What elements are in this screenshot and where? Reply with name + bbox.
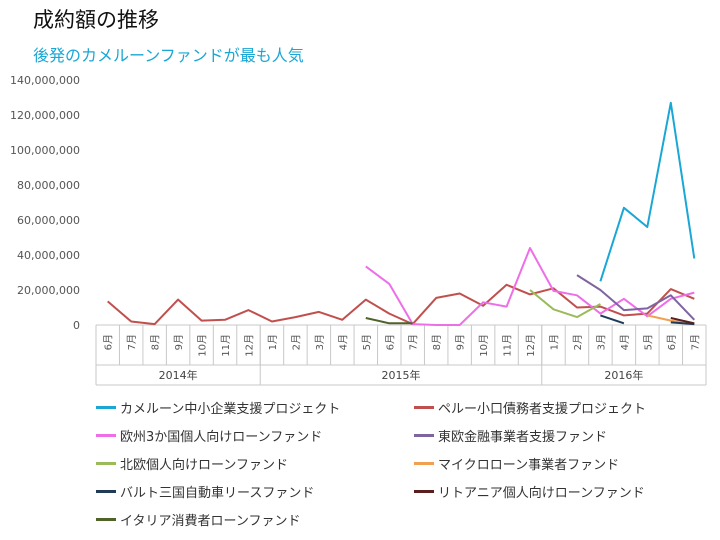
series-segment — [599, 101, 696, 282]
legend-swatch — [414, 462, 434, 465]
month-label: 1月 — [549, 334, 561, 350]
month-label: 11月 — [220, 334, 232, 357]
series-line — [529, 289, 601, 319]
legend-swatch — [96, 518, 116, 521]
series-segment — [600, 314, 625, 325]
y-tick-label: 60,000,000 — [17, 214, 80, 227]
legend-item: バルト三国自動車リースファンド — [96, 482, 314, 501]
chart-title: 成約額の推移 — [33, 8, 159, 32]
series-line — [576, 274, 696, 321]
legend-swatch — [96, 462, 116, 465]
y-tick-label: 80,000,000 — [17, 179, 80, 192]
legend-item: リトアニア個人向けローンファンド — [414, 482, 645, 501]
month-label: 7月 — [689, 334, 701, 350]
legend-label: ペルー小口債務者支援プロジェクト — [438, 402, 647, 417]
legend-item: イタリア消費者ローンファンド — [96, 510, 300, 529]
series-segment — [365, 247, 695, 326]
month-label: 1月 — [267, 334, 279, 350]
legend-label: 北欧個人向けローンファンド — [120, 458, 288, 473]
month-label: 3月 — [595, 334, 607, 350]
month-label: 9月 — [173, 334, 185, 350]
y-tick-label: 140,000,000 — [10, 74, 80, 87]
y-tick-label: 0 — [73, 319, 80, 332]
series-segment — [576, 274, 696, 321]
month-label: 5月 — [642, 334, 654, 350]
legend-label: バルト三国自動車リースファンド — [120, 486, 315, 501]
series-line — [670, 317, 695, 325]
month-label: 10月 — [478, 334, 490, 357]
year-label: 2014年 — [159, 368, 198, 382]
legend-swatch — [96, 406, 116, 409]
series-line — [600, 314, 695, 326]
legend-label: カメルーン中小企業支援プロジェクト — [120, 402, 341, 417]
series-line — [599, 101, 696, 282]
series-segment — [365, 317, 413, 325]
y-tick-label: 100,000,000 — [10, 144, 80, 157]
series-line — [365, 247, 695, 326]
legend-item: 欧州3か国個人向けローンファンド — [96, 426, 322, 445]
legend-item: マイクロローン事業者ファンド — [414, 454, 619, 473]
legend-swatch — [414, 406, 434, 409]
legend-item: 東欧金融事業者支援ファンド — [414, 426, 607, 445]
year-label: 2016年 — [604, 368, 643, 382]
y-tick-label: 120,000,000 — [10, 109, 80, 122]
month-label: 7月 — [126, 334, 138, 350]
legend-swatch — [96, 434, 116, 437]
month-label: 5月 — [361, 334, 373, 350]
year-label: 2015年 — [382, 368, 421, 382]
month-label: 4月 — [619, 334, 631, 350]
month-label: 6月 — [384, 334, 396, 350]
month-label: 12月 — [525, 334, 537, 357]
line-chart: 0 20,000,000 40,000,000 60,000,000 80,000,00… — [10, 74, 707, 386]
legend-label: イタリア消費者ローンファンド — [120, 514, 301, 529]
month-label: 8月 — [150, 334, 162, 350]
legend-item: ペルー小口債務者支援プロジェクト — [414, 398, 646, 417]
month-label: 2月 — [572, 334, 584, 350]
series-segment — [529, 289, 601, 319]
month-label: 8月 — [431, 334, 443, 350]
month-label: 12月 — [244, 334, 256, 357]
y-tick-label: 40,000,000 — [17, 249, 80, 262]
legend-label: リトアニア個人向けローンファンド — [438, 486, 645, 501]
month-label: 9月 — [455, 334, 467, 350]
chart-subtitle: 後発のカメルーンファンドが最も人気 — [33, 46, 304, 65]
legend-item: カメルーン中小企業支援プロジェクト — [96, 398, 340, 417]
month-label: 10月 — [197, 334, 209, 357]
series-segment — [670, 317, 695, 325]
month-label: 11月 — [502, 334, 514, 357]
legend-label: 欧州3か国個人向けローンファンド — [120, 430, 323, 445]
month-label: 7月 — [408, 334, 420, 350]
legend-label: 東欧金融事業者支援ファンド — [438, 430, 608, 445]
series-line — [365, 317, 413, 325]
legend-swatch — [414, 434, 434, 437]
month-label: 6月 — [103, 334, 115, 350]
month-label: 6月 — [666, 334, 678, 350]
month-label: 4月 — [337, 334, 349, 350]
series-segment — [670, 321, 695, 326]
y-tick-label: 20,000,000 — [17, 284, 80, 297]
legend-swatch — [96, 490, 116, 493]
month-label: 3月 — [314, 334, 326, 350]
month-label: 2月 — [290, 334, 302, 350]
legend-swatch — [414, 490, 434, 493]
legend-label: マイクロローン事業者ファンド — [438, 458, 620, 473]
legend-item: 北欧個人向けローンファンド — [96, 454, 288, 473]
